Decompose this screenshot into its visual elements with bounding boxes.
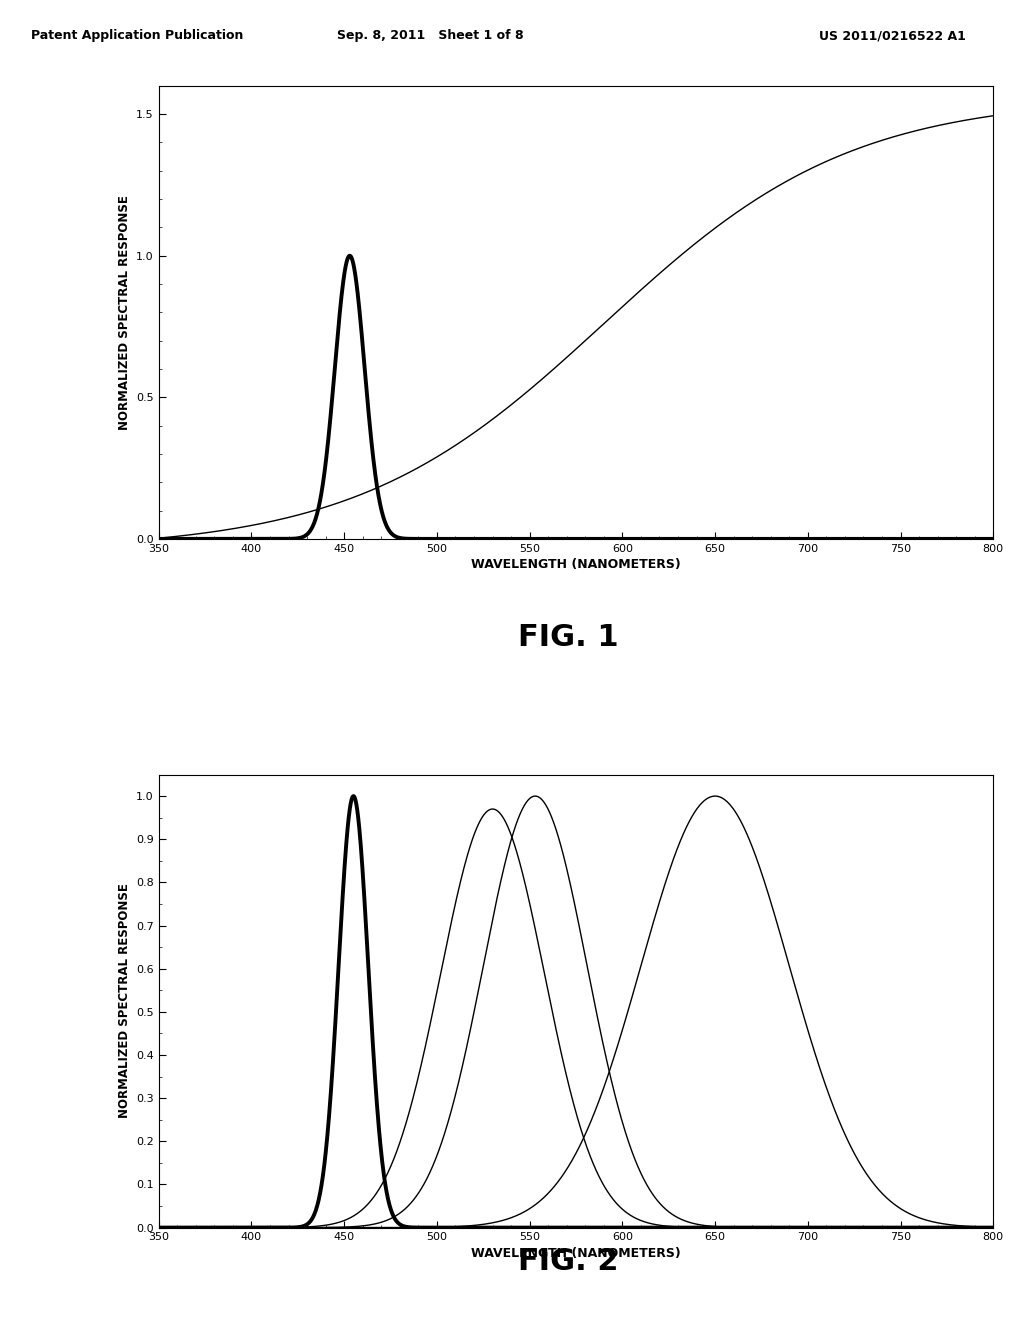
Text: FIG. 1: FIG. 1 <box>518 623 618 652</box>
Text: Patent Application Publication: Patent Application Publication <box>31 29 243 42</box>
Text: FIG. 2: FIG. 2 <box>518 1247 618 1276</box>
Y-axis label: NORMALIZED SPECTRAL RESPONSE: NORMALIZED SPECTRAL RESPONSE <box>118 883 130 1118</box>
Y-axis label: NORMALIZED SPECTRAL RESPONSE: NORMALIZED SPECTRAL RESPONSE <box>118 195 131 430</box>
Text: US 2011/0216522 A1: US 2011/0216522 A1 <box>819 29 966 42</box>
Text: Sep. 8, 2011   Sheet 1 of 8: Sep. 8, 2011 Sheet 1 of 8 <box>337 29 523 42</box>
X-axis label: WAVELENGTH (NANOMETERS): WAVELENGTH (NANOMETERS) <box>471 1246 681 1259</box>
X-axis label: WAVELENGTH (NANOMETERS): WAVELENGTH (NANOMETERS) <box>471 558 681 572</box>
